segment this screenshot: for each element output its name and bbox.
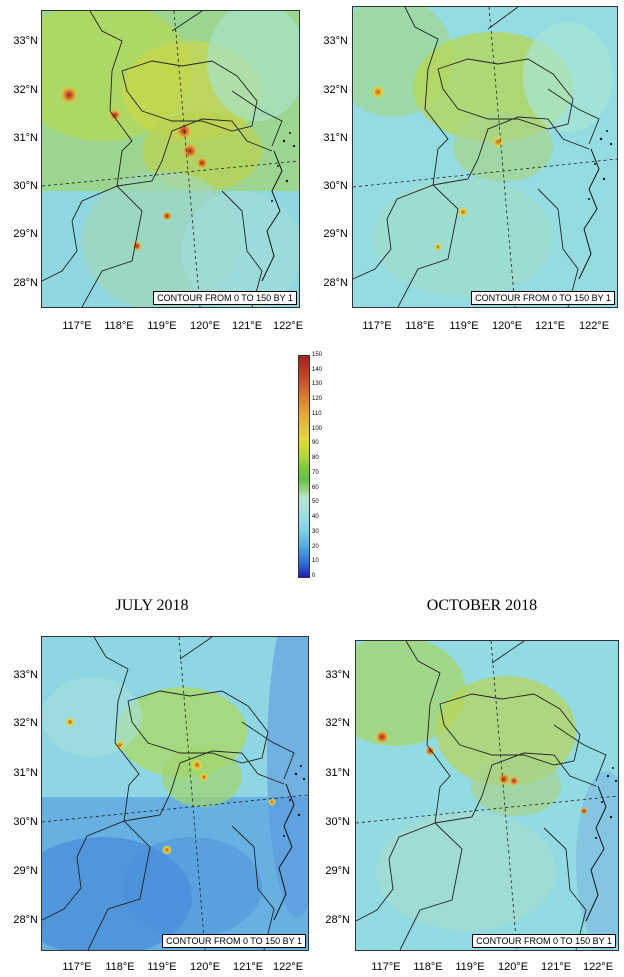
- contour-label-3: CONTOUR FROM 0 TO 150 BY 1: [162, 934, 306, 948]
- lat-label-30: 30°N: [13, 180, 38, 192]
- map-2: CONTOUR FROM 0 TO 150 BY 1: [352, 6, 618, 308]
- lon-label-117: 117°E: [62, 320, 92, 332]
- map-3: CONTOUR FROM 0 TO 150 BY 1: [41, 636, 309, 951]
- lon-label-122: 122°E: [272, 320, 304, 332]
- lat-label-33: 33°N: [325, 669, 350, 681]
- map-2-svg: [353, 7, 617, 307]
- lon-label-120: 120°E: [189, 320, 221, 332]
- lon-label-122: 122°E: [578, 320, 610, 332]
- colorbar-tick: 90: [312, 440, 319, 447]
- lat-label-32: 32°N: [13, 84, 38, 96]
- lon-label-120: 120°E: [189, 961, 221, 973]
- lat-label-31: 31°N: [13, 132, 38, 144]
- colorbar-tick: 80: [312, 455, 319, 462]
- colorbar-tick: 0: [312, 573, 316, 579]
- lat-label-32: 32°N: [325, 717, 350, 729]
- map-4-svg: [356, 641, 618, 950]
- contour-label-1: CONTOUR FROM 0 TO 150 BY 1: [153, 291, 297, 305]
- lat-label-28: 28°N: [323, 277, 348, 289]
- lon-label-121: 121°E: [540, 961, 572, 973]
- lat-label-33: 33°N: [13, 35, 38, 47]
- lon-label-118: 118°E: [104, 320, 134, 332]
- lon-label-118: 118°E: [405, 320, 435, 332]
- lat-label-29: 29°N: [13, 865, 38, 877]
- lon-label-121: 121°E: [232, 961, 264, 973]
- month-title-july: JULY 2018: [115, 597, 189, 614]
- colorbar-tick: 40: [312, 514, 319, 521]
- lat-label-30: 30°N: [325, 816, 350, 828]
- lat-label-30: 30°N: [13, 816, 38, 828]
- lon-label-117: 117°E: [62, 961, 92, 973]
- lat-label-33: 33°N: [13, 669, 38, 681]
- colorbar-tick: 70: [312, 469, 319, 476]
- colorbar-tick: 150: [312, 352, 323, 358]
- colorbar-tick: 10: [312, 558, 319, 565]
- map-3-svg: [42, 637, 308, 950]
- colorbar-tick: 50: [312, 499, 319, 506]
- lat-label-28: 28°N: [13, 914, 38, 926]
- lat-label-28: 28°N: [325, 914, 350, 926]
- colorbar-tick: 140: [312, 366, 323, 373]
- lon-label-119: 119°E: [455, 961, 485, 973]
- lat-label-29: 29°N: [323, 228, 348, 240]
- lon-label-117: 117°E: [362, 320, 392, 332]
- lat-label-30: 30°N: [323, 180, 348, 192]
- lon-label-121: 121°E: [534, 320, 566, 332]
- lat-label-31: 31°N: [323, 132, 348, 144]
- lon-label-118: 118°E: [105, 961, 135, 973]
- colorbar-tick: 20: [312, 543, 319, 550]
- month-title-october: OCTOBER 2018: [426, 597, 538, 614]
- lon-label-120: 120°E: [497, 961, 529, 973]
- map-1: CONTOUR FROM 0 TO 150 BY 1: [41, 10, 300, 308]
- lon-label-117: 117°E: [371, 961, 401, 973]
- lon-label-122: 122°E: [272, 961, 304, 973]
- colorbar-tick: 120: [312, 396, 323, 403]
- contour-label-4: CONTOUR FROM 0 TO 150 BY 1: [472, 934, 616, 948]
- map-1-svg: [42, 11, 299, 307]
- lon-label-122: 122°E: [582, 961, 614, 973]
- colorbar-tick: 60: [312, 484, 319, 491]
- lat-label-29: 29°N: [325, 865, 350, 877]
- lon-label-118: 118°E: [413, 961, 443, 973]
- colorbar-tick: 100: [312, 425, 323, 432]
- map-4: CONTOUR FROM 0 TO 150 BY 1: [355, 640, 619, 951]
- lat-label-31: 31°N: [325, 767, 350, 779]
- colorbar-tick: 110: [312, 410, 322, 417]
- lon-label-119: 119°E: [147, 961, 177, 973]
- lon-label-121: 121°E: [231, 320, 263, 332]
- lat-label-29: 29°N: [13, 228, 38, 240]
- lat-label-33: 33°N: [323, 35, 348, 47]
- lon-label-120: 120°E: [491, 320, 523, 332]
- lat-label-32: 32°N: [323, 84, 348, 96]
- lat-label-31: 31°N: [13, 767, 38, 779]
- colorbar-tick: 30: [312, 528, 319, 535]
- lon-label-119: 119°E: [449, 320, 479, 332]
- colorbar-tick: 130: [312, 381, 323, 388]
- colorbar: [298, 355, 310, 578]
- lat-label-28: 28°N: [13, 277, 38, 289]
- contour-label-2: CONTOUR FROM 0 TO 150 BY 1: [471, 291, 615, 305]
- lat-label-32: 32°N: [13, 717, 38, 729]
- lon-label-119: 119°E: [147, 320, 177, 332]
